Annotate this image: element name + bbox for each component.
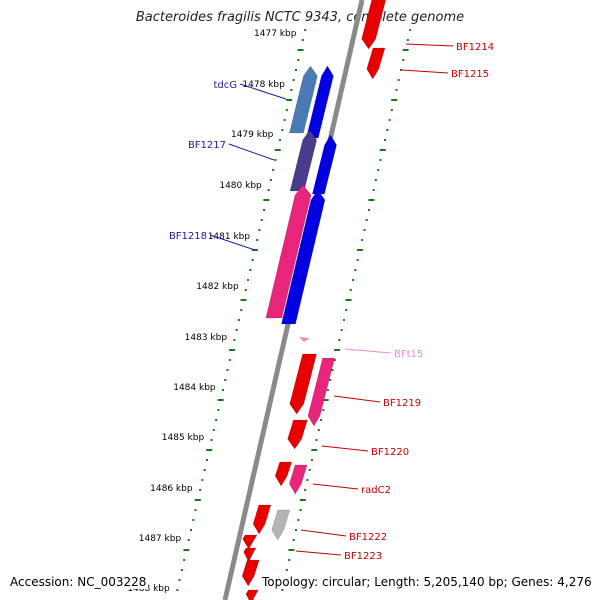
gene-label-bf1220: BF1220 [371,447,409,458]
cds-bf1224 [241,559,260,587]
cds-bf1223b [243,547,257,563]
leader-line [228,143,275,161]
scale-label: 1482 kbp [196,282,239,292]
gene-label-tdcg: tdcG [213,80,237,91]
scale-label: 1477 kbp [254,29,297,39]
gene-label-bf1217: BF1217 [188,140,226,151]
cds-tdcg [289,65,318,134]
leader-line [405,43,454,47]
scale-label: 1483 kbp [185,333,228,343]
leader-line [300,529,347,537]
tick-track-right [281,29,412,591]
leader-line [239,83,287,100]
scale-label: 1485 kbp [162,433,205,443]
gene-label-bf1215: BF1215 [451,69,489,80]
genome-summary: Topology: circular; Length: 5,205,140 bp… [260,575,594,589]
leader-line [321,445,369,452]
scale-label: 1478 kbp [242,80,285,90]
gene-labels: BF1214 BF1215 tdcG BF1217 BF1218 BFt15 BF1219 B… [169,42,494,562]
cds-bf1222-strand [271,509,291,541]
cds-bf1219 [289,353,317,415]
scale-label: 1480 kbp [219,181,262,191]
gene-label-bf1223: BF1223 [344,551,382,562]
cds-bf1220b [274,461,293,487]
leader-line [333,395,381,403]
gene-label-bf1222: BF1222 [349,532,387,543]
gene-label-bf1218: BF1218 [169,231,207,242]
scale-label: 1481 kbp [208,232,251,242]
leader-line [295,550,342,556]
cds-bf1218 [265,184,312,319]
cds-radc2 [289,464,308,495]
gene-label-radc2: radC2 [361,485,391,496]
trna-bft15 [299,337,310,342]
leader-line [312,483,359,490]
gene-label-bf1219: BF1219 [383,398,421,409]
leader-line [344,348,392,354]
gene-label-bf1214: BF1214 [456,42,494,53]
accession-label: Accession: NC_003228 [8,575,149,589]
cds-bf1217 [289,129,317,192]
gene-label-bft15: BFt15 [394,349,423,360]
leader-line [401,69,449,74]
cds-bf1222 [252,504,272,535]
leader-line [209,234,256,251]
cds-bf1214 [361,0,386,50]
scale-label: 1488 kbp [127,584,170,594]
scale-label: 1487 kbp [139,534,182,544]
scale-label: 1479 kbp [231,130,274,140]
cds-bf1220 [287,419,308,450]
cds-bf1225 [245,589,259,600]
cds-bf1223 [242,534,258,550]
scale-label: 1486 kbp [150,484,193,494]
cds-bf1218-strand [281,189,326,325]
cds-bf1219-strand [307,357,335,427]
scale-labels: 1477 kbp 1478 kbp 1479 kbp 1480 kbp 1481 kbp… [127,29,296,594]
feature-layer [241,0,386,600]
scale-label: 1484 kbp [173,383,216,393]
tick-track-left [176,29,307,591]
cds-bf1215 [366,47,386,80]
